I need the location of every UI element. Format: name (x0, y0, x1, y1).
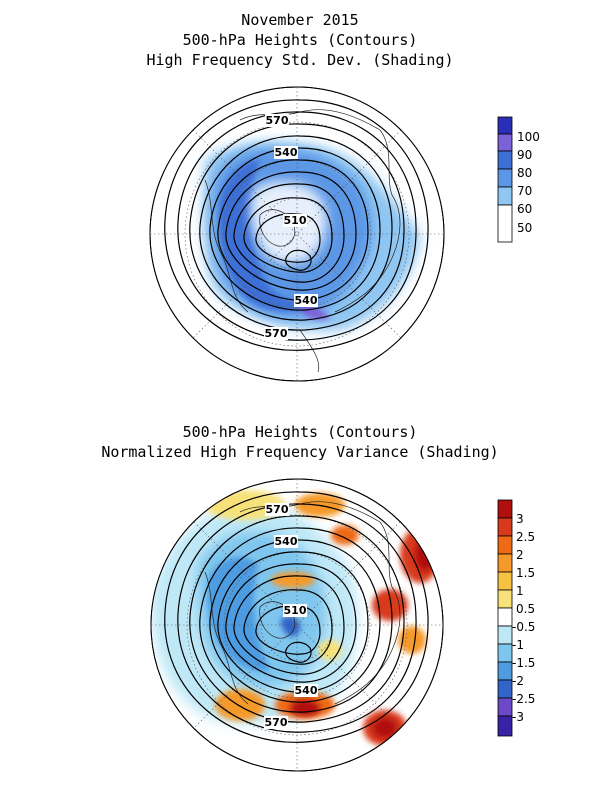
top-colorbar: 100 90 80 70 60 50 (497, 116, 540, 243)
colorbar-swatch-60 (497, 186, 513, 206)
title-shading: High Frequency Std. Dev. (Shading) (146, 51, 454, 69)
contour-label-510: 510 (284, 214, 307, 227)
colorbar-label: 0.5 (516, 602, 535, 616)
colorbar-label: 60 (517, 202, 532, 216)
contour-label-570-north: 570 (266, 114, 289, 127)
bottom-contour-labels: 570 540 510 540 570 (264, 503, 318, 729)
contour-label-540-north: 540 (275, 535, 298, 548)
contour-label-510: 510 (284, 604, 307, 617)
colorbar-label: 3 (516, 512, 524, 526)
top-polar-map: 570 540 510 540 570 (149, 86, 445, 382)
colorbar-swatch-90 (497, 133, 513, 152)
colorbar-swatch-80 (497, 150, 513, 170)
height-contours (164, 491, 429, 743)
top-contour-labels: 570 540 510 540 570 (264, 114, 318, 340)
colorbar-label: -1 (512, 638, 524, 652)
colorbar-label: 1.5 (516, 566, 535, 580)
contour-label-570-south: 570 (265, 327, 288, 340)
bottom-chart-title: 500-hPa Heights (Contours) Normalized Hi… (0, 422, 600, 462)
colorbar-label: -2.5 (512, 692, 535, 706)
contour-label-540-south: 540 (295, 684, 318, 697)
top-chart-title: November 2015 500-hPa Heights (Contours)… (0, 10, 600, 70)
colorbar-label: -1.5 (512, 656, 535, 670)
height-contours (164, 99, 429, 351)
colorbar-label: 80 (517, 166, 532, 180)
contour-label-540-north: 540 (275, 146, 298, 159)
colorbar-label: 2 (516, 548, 524, 562)
contour-label-540-south: 540 (295, 294, 318, 307)
title-shading: Normalized High Frequency Variance (Shad… (101, 443, 499, 461)
colorbar-swatch-50 (497, 204, 513, 243)
colorbar-label: -3 (512, 710, 524, 724)
title-month: November 2015 (241, 11, 359, 29)
colorbar-label: 70 (517, 184, 532, 198)
colorbar-label: 50 (517, 221, 532, 235)
title-contours: 500-hPa Heights (Contours) (182, 31, 418, 49)
bottom-colorbar: 3 2.5 2 1.5 1 0.5 -0.5 -1 -1.5 -2 -2.5 -… (497, 499, 535, 737)
contour-label-570-north: 570 (266, 503, 289, 516)
colorbar-label: -2 (512, 674, 524, 688)
colorbar-label: 2.5 (516, 530, 535, 544)
title-contours: 500-hPa Heights (Contours) (182, 423, 418, 441)
colorbar-label: -0.5 (512, 620, 535, 634)
colorbar-label: 90 (517, 148, 532, 162)
colorbar-label: 100 (517, 130, 540, 144)
contour-label-570-south: 570 (265, 716, 288, 729)
colorbar-swatch-100 (497, 116, 513, 135)
bottom-polar-map: 570 540 510 540 570 (150, 478, 444, 772)
colorbar-swatch-70 (497, 168, 513, 188)
colorbar-label: 1 (516, 584, 524, 598)
